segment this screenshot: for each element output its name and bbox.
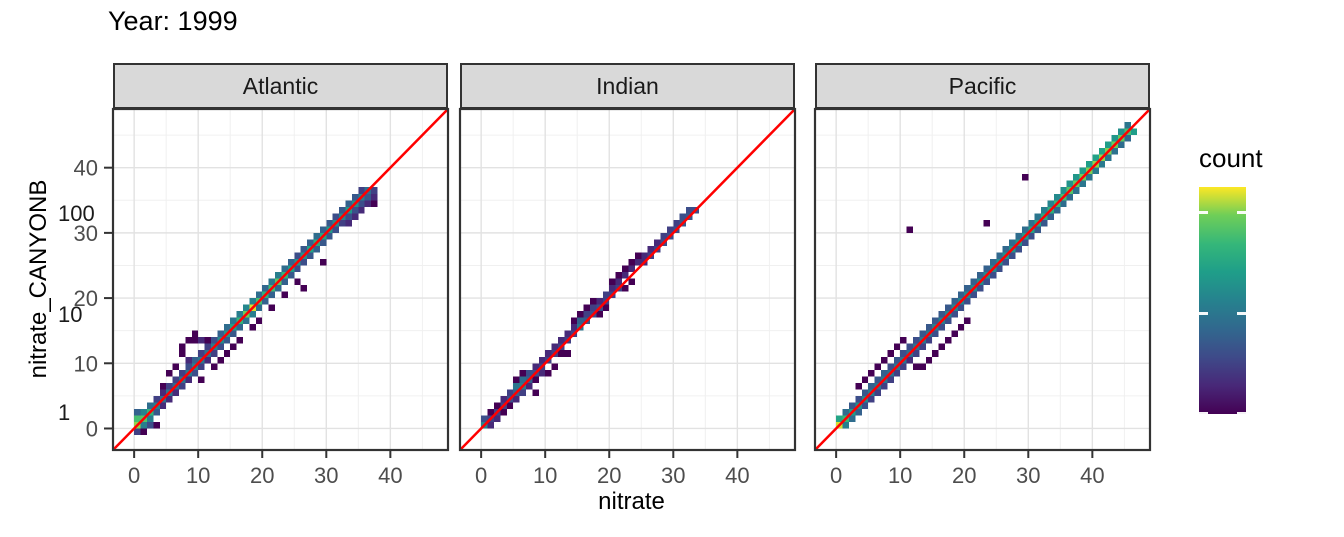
x-axis-title: nitrate xyxy=(598,488,665,515)
identity-line xyxy=(112,108,449,451)
facet-panel-pacific: 0 10 20 30 40 xyxy=(813,107,1152,488)
x-axis: 0 10 20 30 40 xyxy=(830,450,1105,488)
svg-text:10: 10 xyxy=(533,463,557,488)
identity-line xyxy=(459,108,796,451)
colorbar-tick xyxy=(1237,411,1246,414)
panel-border xyxy=(458,107,797,452)
facet-strip-indian: Indian xyxy=(460,63,795,109)
colorbar-label-1: 1 xyxy=(58,400,71,425)
svg-text:0: 0 xyxy=(128,463,140,488)
facet-strip-pacific: Pacific xyxy=(815,63,1150,109)
svg-text:0: 0 xyxy=(86,416,98,441)
svg-text:40: 40 xyxy=(378,463,402,488)
facet-strip-label: Atlantic xyxy=(242,72,319,99)
svg-text:30: 30 xyxy=(1016,463,1040,488)
colorbar-tick xyxy=(1199,411,1208,414)
panel-border xyxy=(111,107,450,452)
colorbar-label-100: 100 xyxy=(58,201,95,226)
colorbar-tick xyxy=(1237,312,1246,315)
bins-layer xyxy=(134,187,378,436)
svg-text:30: 30 xyxy=(661,463,685,488)
facet-strip-atlantic: Atlantic xyxy=(113,63,448,109)
svg-text:40: 40 xyxy=(74,156,98,181)
facet-panel-indian: 0 10 20 30 40 xyxy=(458,107,797,488)
facet-strip-label: Pacific xyxy=(948,72,1017,99)
colorbar-tick xyxy=(1237,211,1246,214)
svg-text:10: 10 xyxy=(186,463,210,488)
facet-strip-label: Indian xyxy=(596,72,659,99)
gridlines xyxy=(113,109,448,450)
svg-text:0: 0 xyxy=(475,463,487,488)
svg-text:40: 40 xyxy=(725,463,749,488)
svg-text:20: 20 xyxy=(597,463,621,488)
svg-text:10: 10 xyxy=(74,351,98,376)
facet-plot-pacific: 0 10 20 30 40 xyxy=(813,107,1152,488)
plot-title: Year: 1999 xyxy=(108,6,238,36)
svg-text:20: 20 xyxy=(74,286,98,311)
y-axis: 0 10 20 30 40 xyxy=(74,156,113,441)
colorbar-gradient xyxy=(1199,187,1246,414)
identity-line xyxy=(814,108,1151,451)
colorbar-label-10: 10 xyxy=(58,302,83,327)
x-axis: 0 10 20 30 40 xyxy=(475,450,750,488)
colorbar-tick xyxy=(1199,312,1208,315)
svg-text:10: 10 xyxy=(888,463,912,488)
svg-text:30: 30 xyxy=(74,221,98,246)
colorbar-tick xyxy=(1199,211,1208,214)
y-axis-title: nitrate_CANYONB xyxy=(25,179,52,379)
svg-text:20: 20 xyxy=(250,463,274,488)
legend-count: count xyxy=(1199,143,1344,433)
facet-plot-atlantic: 0 10 20 30 40 0 10 20 30 40 xyxy=(74,107,450,488)
svg-text:0: 0 xyxy=(830,463,842,488)
facet-panel-atlantic: 0 10 20 30 40 0 10 20 30 40 xyxy=(74,107,450,488)
svg-text:20: 20 xyxy=(952,463,976,488)
legend-title: count xyxy=(1199,143,1263,173)
svg-text:30: 30 xyxy=(314,463,338,488)
svg-text:40: 40 xyxy=(1080,463,1104,488)
facet-plot-indian: 0 10 20 30 40 xyxy=(458,107,797,488)
panel-border xyxy=(813,107,1152,452)
x-axis: 0 10 20 30 40 xyxy=(128,450,403,488)
